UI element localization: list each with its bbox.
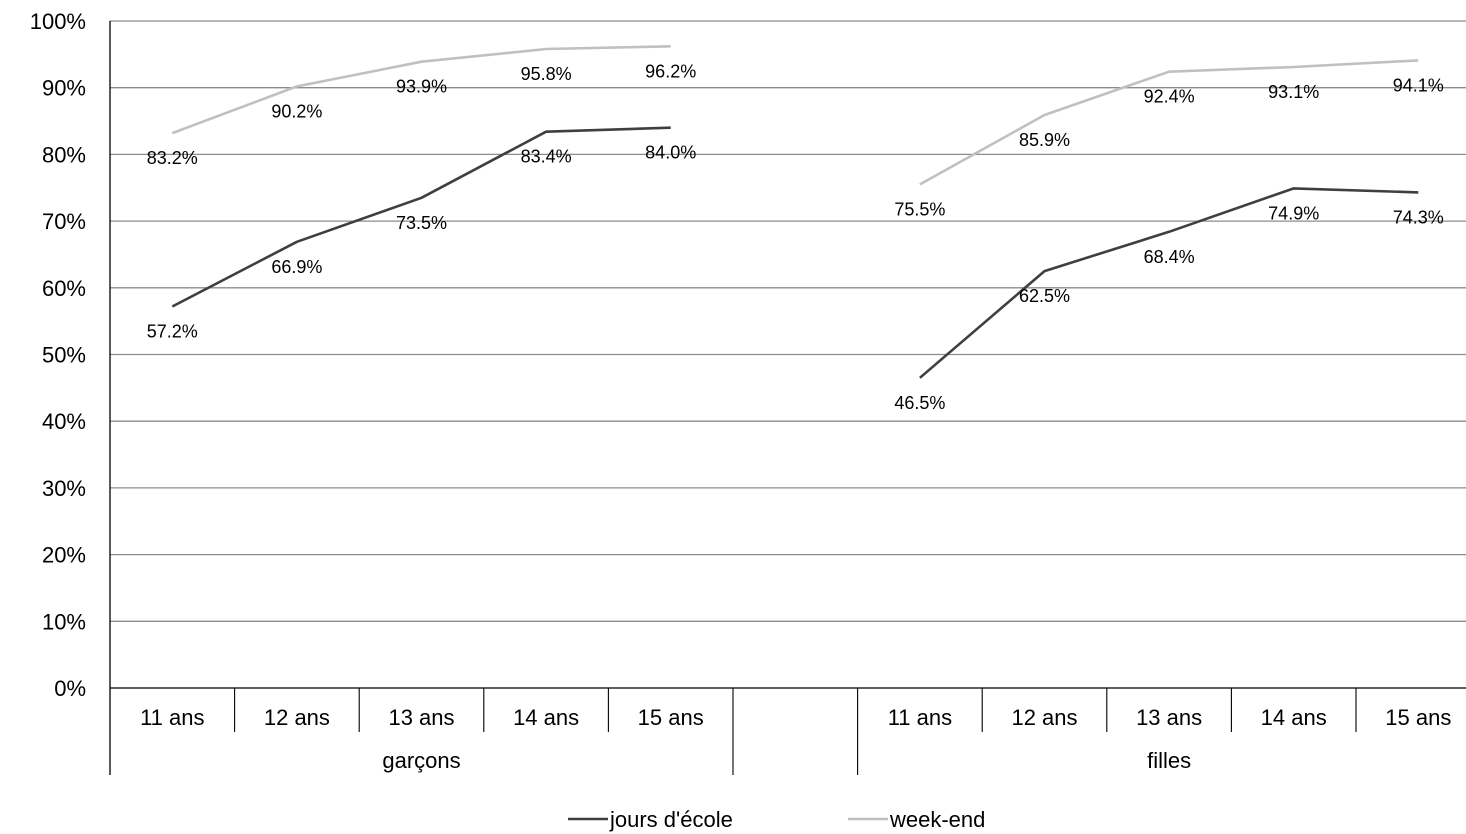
x-tick-label: 12 ans: [1011, 705, 1077, 730]
data-label: 94.1%: [1393, 75, 1444, 95]
y-tick-label: 30%: [42, 476, 86, 501]
data-label: 93.1%: [1268, 82, 1319, 102]
y-axis-ticks: 0% 10% 20% 30% 40% 50% 60% 70% 80% 90% 100%: [30, 9, 86, 701]
x-tick-label: 13 ans: [1136, 705, 1202, 730]
data-label: 90.2%: [271, 101, 322, 121]
x-tick-label: 11 ans: [140, 705, 204, 730]
x-tick-label: 14 ans: [513, 705, 579, 730]
data-label: 96.2%: [645, 61, 696, 81]
group-label: filles: [1147, 748, 1191, 773]
data-label: 75.5%: [894, 199, 945, 219]
data-label: 46.5%: [894, 393, 945, 413]
x-tick-label: 15 ans: [1385, 705, 1451, 730]
x-tick-label: 15 ans: [638, 705, 704, 730]
x-tick-label: 11 ans: [888, 705, 952, 730]
gridlines: [110, 20, 1466, 622]
y-tick-label: 10%: [42, 609, 86, 634]
data-label: 68.4%: [1144, 247, 1195, 267]
data-label: 85.9%: [1019, 130, 1070, 150]
x-axis-ticks: 11 ans 12 ans 13 ans 14 ans 15 ans garçons 11 …: [140, 705, 1451, 773]
data-label: 93.9%: [396, 77, 447, 97]
y-tick-label: 50%: [42, 343, 86, 368]
data-label: 74.3%: [1393, 207, 1444, 227]
data-label: 84.0%: [645, 143, 696, 163]
series-line: [171, 126, 671, 308]
y-tick-label: 0%: [54, 676, 86, 701]
legend: jours d'école week-end: [568, 807, 985, 832]
y-tick-label: 100%: [30, 9, 86, 34]
x-tick-label: 12 ans: [264, 705, 330, 730]
y-tick-label: 80%: [42, 142, 86, 167]
data-labels: 57.2% 66.9% 73.5% 83.4% 84.0% 46.5% 62.5% 68.4%…: [147, 61, 1444, 412]
legend-label: jours d'école: [609, 807, 733, 832]
group-label: garçons: [382, 748, 460, 773]
series-line: [919, 187, 1419, 379]
x-tick-label: 14 ans: [1261, 705, 1327, 730]
y-tick-label: 40%: [42, 409, 86, 434]
data-label: 92.4%: [1144, 87, 1195, 107]
data-label: 95.8%: [521, 64, 572, 84]
series-lines: [171, 45, 1419, 379]
data-label: 57.2%: [147, 321, 198, 341]
legend-label: week-end: [889, 807, 985, 832]
series-line: [171, 45, 671, 135]
axes: [109, 21, 1466, 775]
series-line: [919, 59, 1419, 186]
y-tick-label: 60%: [42, 276, 86, 301]
data-label: 83.2%: [147, 148, 198, 168]
data-label: 62.5%: [1019, 286, 1070, 306]
data-label: 74.9%: [1268, 203, 1319, 223]
x-tick-label: 13 ans: [388, 705, 454, 730]
data-label: 73.5%: [396, 213, 447, 233]
y-tick-label: 70%: [42, 209, 86, 234]
y-tick-label: 90%: [42, 76, 86, 101]
data-label: 83.4%: [521, 147, 572, 167]
data-label: 66.9%: [271, 257, 322, 277]
y-tick-label: 20%: [42, 543, 86, 568]
